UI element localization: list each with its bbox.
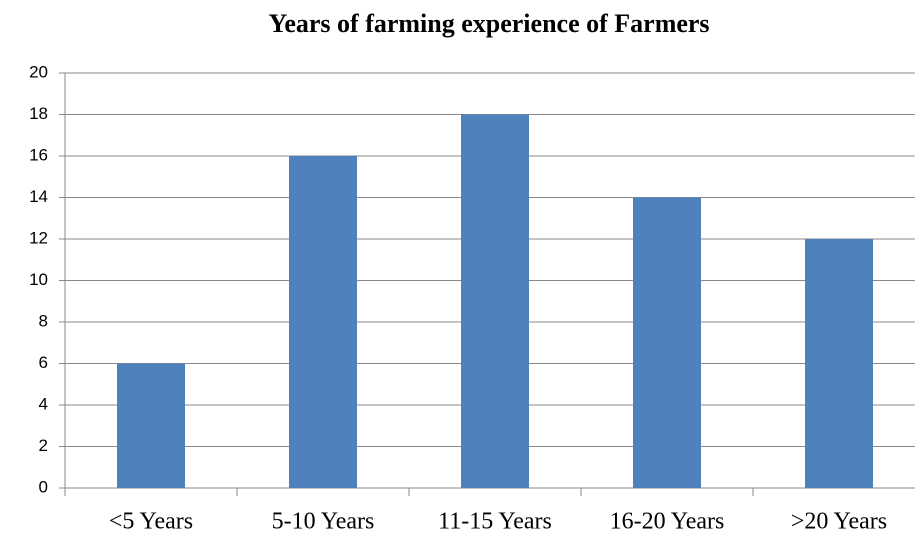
y-tick-label: 12 xyxy=(29,228,48,247)
y-tick-label: 16 xyxy=(29,145,48,164)
y-tick-label: 18 xyxy=(29,104,48,123)
chart-title: Years of farming experience of Farmers xyxy=(268,9,709,38)
y-tick-label: 10 xyxy=(29,270,48,289)
bar xyxy=(633,197,701,488)
y-tick-label: 2 xyxy=(39,436,48,455)
bar xyxy=(805,239,873,488)
bar xyxy=(461,114,529,488)
x-tick-label: 11-15 Years xyxy=(438,509,552,535)
x-tick-label: 5-10 Years xyxy=(272,509,375,535)
x-tick-label: 16-20 Years xyxy=(610,509,725,535)
y-tick-label: 14 xyxy=(29,187,48,206)
y-tick-label: 8 xyxy=(39,311,48,330)
bar xyxy=(289,156,357,488)
y-tick-label: 6 xyxy=(39,353,48,372)
y-tick-label: 0 xyxy=(39,477,48,496)
bar xyxy=(117,363,185,488)
y-tick-label: 4 xyxy=(39,394,48,413)
y-tick-label: 20 xyxy=(29,62,48,81)
x-tick-label: >20 Years xyxy=(791,509,887,535)
x-tick-label: <5 Years xyxy=(109,509,193,535)
